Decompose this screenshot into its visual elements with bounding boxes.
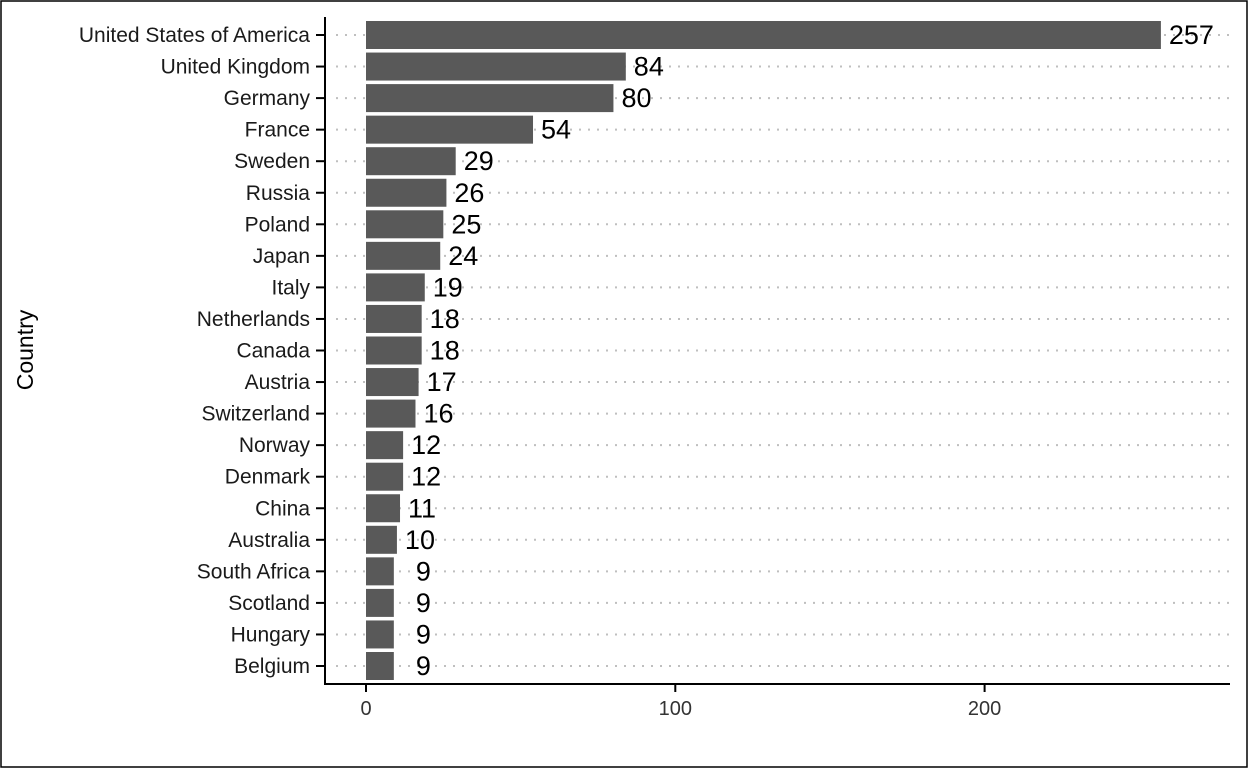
bar xyxy=(366,210,444,239)
axes: 0 100 200 xyxy=(316,17,1230,720)
category-label: Netherlands xyxy=(197,308,310,331)
data-label: 9 xyxy=(416,651,431,681)
bar xyxy=(366,588,394,617)
category-label: Italy xyxy=(271,276,310,299)
data-label: 9 xyxy=(416,588,431,618)
x-tick-label: 100 xyxy=(659,698,692,720)
data-label: 19 xyxy=(433,272,463,302)
bar xyxy=(366,336,422,365)
data-label: 9 xyxy=(416,619,431,649)
data-label: 16 xyxy=(423,399,453,429)
data-label: 9 xyxy=(416,556,431,586)
category-label: United States of America xyxy=(79,24,310,47)
bar xyxy=(366,178,447,207)
bar xyxy=(366,115,534,144)
category-label: Russia xyxy=(246,182,311,205)
bar xyxy=(366,557,394,586)
data-label: 54 xyxy=(541,115,571,145)
category-label: Norway xyxy=(239,434,311,457)
bar xyxy=(366,52,626,81)
category-label: France xyxy=(245,119,310,142)
data-label: 11 xyxy=(408,493,436,523)
bar xyxy=(366,304,422,333)
bar xyxy=(366,21,1161,49)
category-label: Germany xyxy=(224,87,311,110)
category-label: Hungary xyxy=(231,623,311,646)
category-label: Austria xyxy=(245,371,311,394)
data-label: 10 xyxy=(405,525,435,555)
category-label: Denmark xyxy=(225,466,311,489)
bar xyxy=(366,494,401,523)
bar xyxy=(366,147,456,176)
category-label: Belgium xyxy=(234,655,310,678)
data-label: 29 xyxy=(464,146,494,176)
category-label: Japan xyxy=(253,245,310,268)
bars xyxy=(366,21,1161,680)
bar xyxy=(366,399,416,428)
data-label: 17 xyxy=(427,367,457,397)
data-label: 257 xyxy=(1169,20,1214,50)
data-label: 18 xyxy=(430,304,460,334)
bar xyxy=(366,241,441,270)
category-label: Canada xyxy=(236,340,310,363)
bar xyxy=(366,84,614,113)
data-label: 80 xyxy=(621,83,651,113)
bar xyxy=(366,652,394,680)
category-label: United Kingdom xyxy=(161,56,310,79)
data-label: 26 xyxy=(454,178,484,208)
bar xyxy=(366,525,397,554)
x-tick-label: 200 xyxy=(968,698,1001,720)
data-label: 84 xyxy=(634,52,664,82)
data-label: 18 xyxy=(430,336,460,366)
category-label: Sweden xyxy=(234,150,310,173)
bar xyxy=(366,620,394,649)
bar xyxy=(366,462,404,491)
bar xyxy=(366,273,425,302)
data-label: 12 xyxy=(411,462,441,492)
category-label: China xyxy=(255,497,310,520)
data-label: 12 xyxy=(411,430,441,460)
category-labels: United States of America United Kingdom Ge… xyxy=(79,24,311,678)
bar xyxy=(366,431,404,460)
category-label: Poland xyxy=(245,213,310,236)
category-label: Scotland xyxy=(228,592,310,615)
category-label: Switzerland xyxy=(201,403,310,426)
x-tick-label: 0 xyxy=(360,698,371,720)
category-label: South Africa xyxy=(197,560,311,583)
data-label: 25 xyxy=(451,209,481,239)
y-axis-title: Country xyxy=(12,309,38,390)
data-label: 24 xyxy=(448,241,478,271)
category-label: Australia xyxy=(228,529,310,552)
bar xyxy=(366,368,419,397)
